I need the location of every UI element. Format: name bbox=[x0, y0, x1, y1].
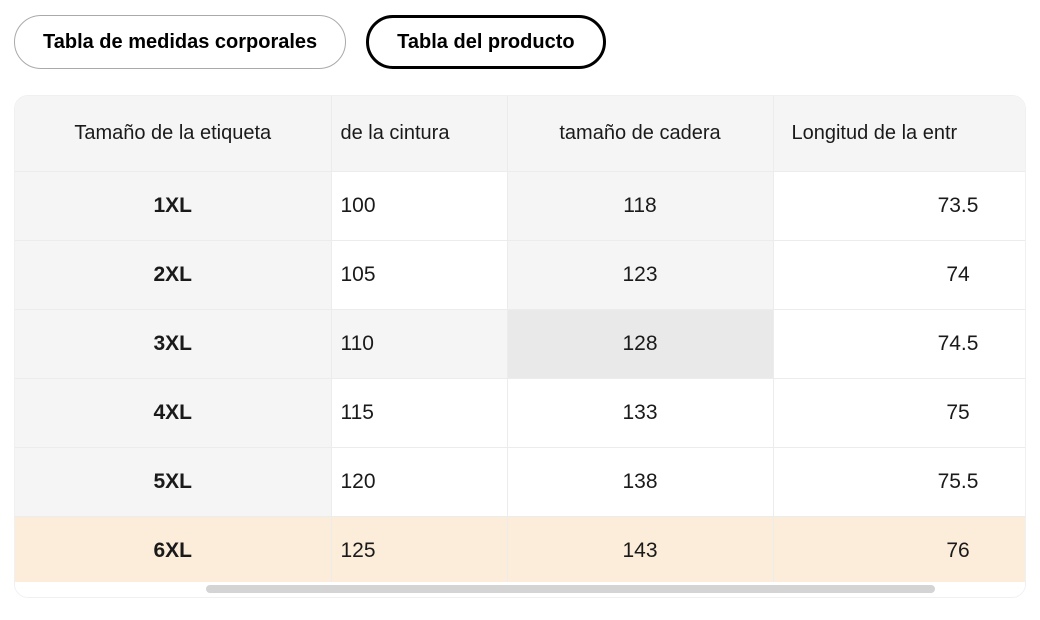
table-row: 1XL 100 118 73.5 bbox=[15, 171, 1025, 241]
header-row: Tamaño de la etiqueta de la cintura tama… bbox=[15, 96, 1025, 172]
table-cell: 143 bbox=[507, 516, 774, 582]
size-table: Tamaño de la etiqueta de la cintura tama… bbox=[15, 96, 1025, 582]
column-header-hip-size: tamaño de cadera bbox=[507, 96, 774, 172]
size-chart-tabs: Tabla de medidas corporales Tabla del pr… bbox=[14, 15, 606, 69]
table-row: 5XL 120 138 75.5 bbox=[15, 447, 1025, 517]
column-header-inseam-length: Longitud de la entr bbox=[773, 96, 1025, 172]
table-cell: 5XL bbox=[15, 447, 332, 517]
table-row: 2XL 105 123 74 bbox=[15, 240, 1025, 310]
table-row: 4XL 115 133 75 bbox=[15, 378, 1025, 448]
table-cell: 123 bbox=[507, 240, 774, 310]
table-cell: 120 bbox=[331, 447, 508, 517]
table-cell: 74 bbox=[773, 240, 1025, 310]
table-cell: 118 bbox=[507, 171, 774, 241]
size-table-card: Tamaño de la etiqueta de la cintura tama… bbox=[14, 95, 1026, 598]
table-row: 6XL 125 143 76 bbox=[15, 516, 1025, 582]
table-cell: 115 bbox=[331, 378, 508, 448]
table-cell: 2XL bbox=[15, 240, 332, 310]
table-cell: 125 bbox=[331, 516, 508, 582]
tab-body-measurements[interactable]: Tabla de medidas corporales bbox=[14, 15, 347, 69]
table-cell: 138 bbox=[507, 447, 774, 517]
table-cell: 4XL bbox=[15, 378, 332, 448]
table-cell: 6XL bbox=[15, 516, 332, 582]
table-cell: 128 bbox=[507, 309, 774, 379]
column-header-waist-size: de la cintura bbox=[331, 96, 508, 172]
table-cell: 105 bbox=[331, 240, 508, 310]
horizontal-scrollbar[interactable] bbox=[15, 582, 1025, 597]
tab-product-measurements[interactable]: Tabla del producto bbox=[366, 15, 606, 69]
table-cell: 75 bbox=[773, 378, 1025, 448]
table-cell: 100 bbox=[331, 171, 508, 241]
table-cell: 76 bbox=[773, 516, 1025, 582]
table-cell: 75.5 bbox=[773, 447, 1025, 517]
table-cell: 3XL bbox=[15, 309, 332, 379]
table-cell: 73.5 bbox=[773, 171, 1025, 241]
table-cell: 133 bbox=[507, 378, 774, 448]
table-scroll-area[interactable]: Tamaño de la etiqueta de la cintura tama… bbox=[15, 96, 1025, 582]
table-cell: 1XL bbox=[15, 171, 332, 241]
table-cell: 110 bbox=[331, 309, 508, 379]
table-row: 3XL 110 128 74.5 bbox=[15, 309, 1025, 379]
scrollbar-thumb[interactable] bbox=[206, 585, 935, 593]
column-header-label-size: Tamaño de la etiqueta bbox=[15, 96, 332, 172]
table-cell: 74.5 bbox=[773, 309, 1025, 379]
